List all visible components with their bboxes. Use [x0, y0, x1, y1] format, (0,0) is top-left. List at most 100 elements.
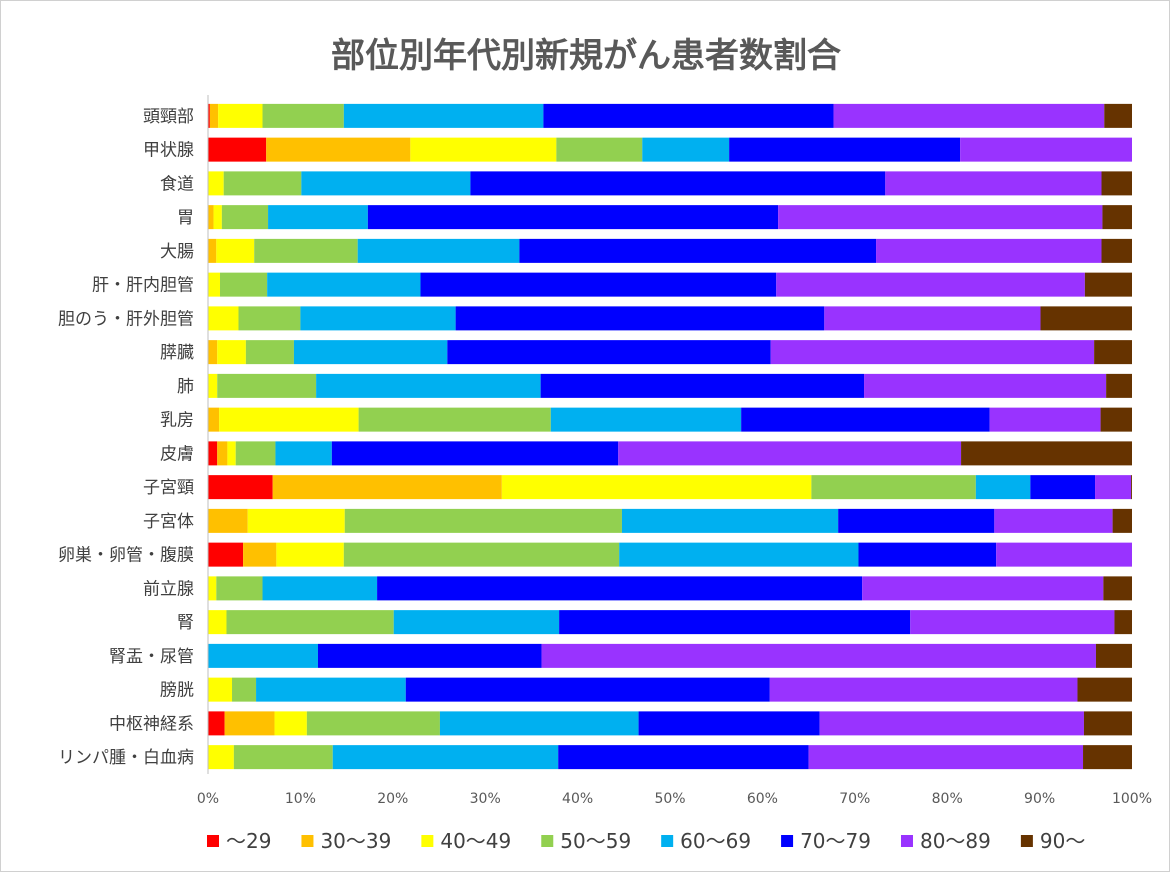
bar-segment: [276, 542, 344, 567]
bar-segment: [208, 745, 234, 770]
bar-segment: [317, 643, 542, 668]
bar-segment: [540, 373, 865, 398]
bar-segment: [268, 205, 368, 230]
bar-segment: [1083, 711, 1132, 736]
bar-segment: [358, 407, 551, 432]
bar-segment: [1083, 745, 1132, 770]
legend-item: 50～59: [541, 829, 631, 853]
bar-segment: [1104, 103, 1132, 128]
bar-segment: [1103, 576, 1132, 601]
bar-segment: [367, 205, 779, 230]
bar-segment: [975, 475, 1031, 500]
x-tick-label: 30%: [470, 791, 501, 807]
legend-label: 80～89: [920, 829, 991, 853]
bar-segment: [885, 171, 1102, 196]
bar-segment: [642, 137, 730, 162]
axis-layer: 頭頸部甲状腺食道胃大腸肝・肝内胆管胆のう・肝外胆管膵臓肺乳房皮膚子宮頸子宮体卵巣…: [58, 95, 1152, 807]
bar-segment: [208, 238, 217, 263]
bar-segment: [543, 103, 834, 128]
bar-segment: [729, 137, 961, 162]
bar-segment: [208, 340, 218, 365]
bar-segment: [343, 103, 544, 128]
bar-segment: [208, 306, 239, 331]
bar-segment: [357, 238, 520, 263]
x-tick-label: 40%: [562, 791, 593, 807]
category-label: 胆のう・肝外胆管: [58, 309, 194, 329]
bar-segment: [864, 373, 1107, 398]
bar-segment: [447, 340, 771, 365]
bar-segment: [293, 340, 448, 365]
bar-segment: [410, 137, 557, 162]
bar-segment: [208, 103, 210, 128]
category-label: リンパ腫・白血病: [58, 748, 194, 768]
bar-segment: [227, 441, 236, 466]
bar-segment: [1095, 643, 1132, 668]
legend-swatch: [541, 835, 554, 847]
bar-segment: [262, 103, 344, 128]
bar-segment: [208, 610, 227, 635]
bar-segment: [316, 373, 541, 398]
category-label: 膀胱: [160, 681, 194, 701]
bar-segment: [989, 407, 1101, 432]
bar-segment: [559, 610, 911, 635]
bar-segment: [254, 238, 358, 263]
bar-segment: [208, 272, 221, 297]
bar-segment: [769, 677, 1078, 702]
bar-segment: [217, 340, 246, 365]
category-label: 腎: [177, 613, 194, 633]
category-label: 大腸: [160, 242, 194, 262]
bar-segment: [208, 643, 318, 668]
bar-segment: [558, 745, 809, 770]
x-tick-label: 0%: [197, 791, 219, 807]
legend-item: 80～89: [900, 829, 991, 853]
bar-segment: [226, 610, 394, 635]
category-label: 前立腺: [143, 579, 194, 599]
bar-segment: [1040, 306, 1132, 331]
bar-segment: [1114, 610, 1132, 635]
bar-segment: [808, 745, 1084, 770]
bar-segment: [1100, 407, 1132, 432]
x-tick-label: 90%: [1024, 791, 1055, 807]
category-label: 胃: [177, 208, 194, 228]
bar-segment: [217, 373, 317, 398]
bar-segment: [208, 205, 214, 230]
bar-segment: [994, 508, 1113, 533]
bar-segment: [223, 171, 302, 196]
bar-segment: [1131, 475, 1132, 500]
category-label: 膵臓: [160, 343, 194, 363]
bar-segment: [1030, 475, 1096, 500]
bar-segment: [208, 508, 248, 533]
bar-segment: [209, 103, 219, 128]
category-label: 肺: [177, 377, 194, 397]
bar-segment: [621, 508, 839, 533]
bar-segment: [332, 745, 559, 770]
bar-segment: [216, 238, 255, 263]
bar-segment: [470, 171, 886, 196]
bar-segment: [224, 711, 275, 736]
legend-label: 90～: [1040, 829, 1085, 853]
category-label: 乳房: [160, 411, 194, 431]
bar-segment: [501, 475, 812, 500]
bar-segment: [1084, 272, 1132, 297]
category-label: 頭頸部: [143, 107, 194, 127]
bar-segment: [778, 205, 1103, 230]
bar-segment: [455, 306, 825, 331]
bar-segment: [439, 711, 639, 736]
bars-layer: [208, 103, 1132, 770]
bar-segment: [247, 508, 345, 533]
bar-segment: [343, 542, 620, 567]
bar-segment: [876, 238, 1102, 263]
bar-segment: [1106, 373, 1132, 398]
bar-segment: [219, 407, 359, 432]
bar-segment: [208, 475, 273, 500]
bar-segment: [245, 340, 294, 365]
bar-segment: [858, 542, 997, 567]
category-label: 皮膚: [160, 444, 194, 464]
bar-segment: [819, 711, 1084, 736]
legend-swatch: [661, 835, 674, 847]
bar-segment: [208, 441, 218, 466]
bar-segment: [208, 407, 220, 432]
legend-swatch: [900, 835, 913, 847]
bar-segment: [1101, 171, 1132, 196]
